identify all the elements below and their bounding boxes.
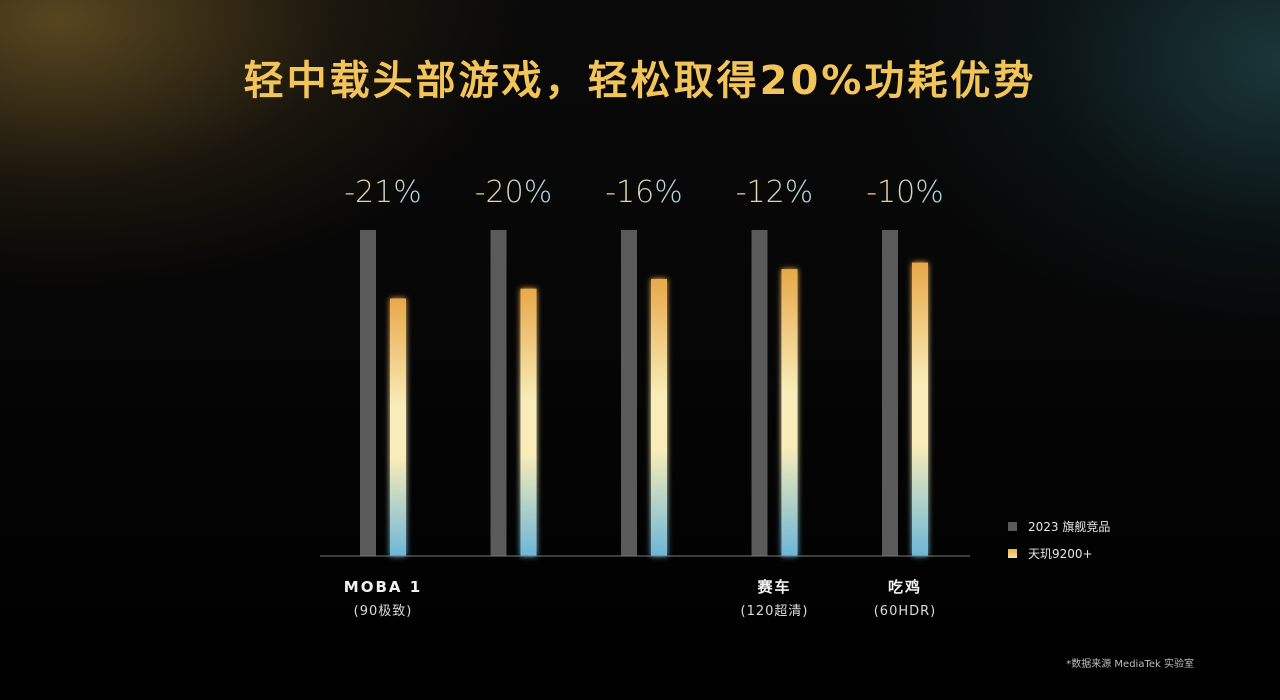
source-footnote: *数据来源 MediaTek 实验室 bbox=[1066, 659, 1194, 670]
category-sublabel-3: (120超清) bbox=[741, 604, 809, 619]
bar-mediatek-4 bbox=[912, 262, 928, 556]
bars-group bbox=[360, 230, 928, 556]
labels-group: -21% MOBA 1 (90极致) -20% -16% -12% 赛车 (120超清) -10… bbox=[344, 175, 944, 619]
category-label-3: 赛车 bbox=[756, 578, 791, 596]
legend-label-mediatek: 天玑9200+ bbox=[1028, 546, 1093, 561]
pct-label-1: -20% bbox=[475, 175, 553, 210]
category-label-0: MOBA 1 bbox=[344, 578, 422, 596]
legend-swatch-gold bbox=[1008, 548, 1017, 558]
legend-label-competitor: 2023 旗舰竞品 bbox=[1028, 519, 1111, 534]
category-label-4: 吃鸡 bbox=[888, 578, 922, 596]
bar-competitor-1 bbox=[490, 230, 507, 556]
legend: 2023 旗舰竞品 天玑9200+ bbox=[1008, 518, 1110, 572]
category-sublabel-4: (60HDR) bbox=[874, 604, 937, 619]
pct-label-4: -10% bbox=[866, 175, 944, 210]
legend-item-competitor: 2023 旗舰竞品 bbox=[1008, 518, 1110, 534]
bar-mediatek-3 bbox=[781, 269, 798, 556]
category-sublabel-0: (90极致) bbox=[354, 604, 413, 619]
pct-label-0: -21% bbox=[344, 175, 422, 210]
bar-competitor-4 bbox=[882, 230, 898, 556]
pct-label-2: -16% bbox=[605, 175, 683, 210]
legend-swatch-gray bbox=[1008, 521, 1017, 531]
legend-item-mediatek: 天玑9200+ bbox=[1008, 545, 1110, 561]
bar-mediatek-0 bbox=[390, 298, 406, 556]
bar-competitor-0 bbox=[360, 230, 376, 556]
bar-mediatek-2 bbox=[651, 278, 667, 556]
slide-title: 轻中载头部游戏，轻松取得20%功耗优势 bbox=[243, 58, 1037, 104]
bar-mediatek-1 bbox=[520, 288, 537, 556]
bar-competitor-3 bbox=[751, 230, 768, 556]
pct-label-3: -12% bbox=[736, 175, 814, 210]
bar-competitor-2 bbox=[621, 230, 637, 556]
